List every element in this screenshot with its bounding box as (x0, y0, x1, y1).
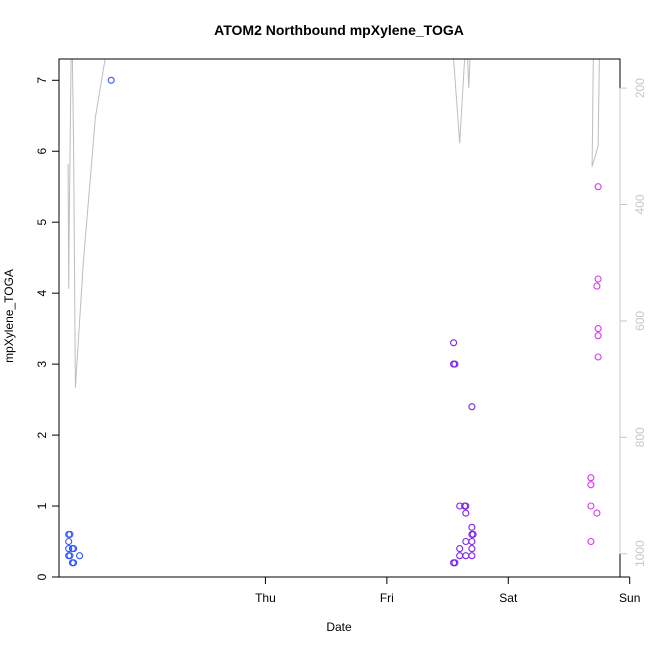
data-point-s0-3 (65, 545, 73, 553)
data-point-s2-6 (587, 474, 595, 482)
overlay-segment-3 (591, 58, 600, 167)
chart-title: ATOM2 Northbound mpXylene_TOGA (214, 22, 464, 38)
data-point-s1-6 (456, 545, 464, 553)
y-right-tick-label-3: 800 (633, 427, 647, 447)
x-tick-label-1: Fri (380, 591, 394, 605)
data-points (65, 76, 602, 567)
data-point-s2-3 (594, 325, 602, 333)
data-point-s1-10 (462, 509, 470, 517)
data-point-s2-5 (594, 353, 602, 361)
y-right-tick-label-4: 1000 (633, 540, 647, 567)
x-axis: Thu Fri Sat Sun (255, 576, 640, 605)
x-tick-label-3: Sun (619, 591, 640, 605)
y-right-tick-label-1: 400 (633, 194, 647, 214)
data-point-s2-2 (593, 282, 601, 290)
data-point-s1-7 (456, 552, 464, 560)
data-point-s1-18 (468, 545, 476, 553)
data-point-s1-11 (462, 537, 470, 546)
data-point-s2-8 (587, 502, 595, 510)
x-tick-label-2: Sat (499, 591, 518, 605)
overlay-segment-2 (467, 58, 471, 89)
y-right-tick-label-0: 200 (633, 78, 647, 98)
y-tick-label-3: 3 (35, 360, 49, 367)
x-tick-label-0: Thu (255, 591, 276, 605)
y-axis-left: 0 1 2 3 4 5 6 7 (35, 77, 60, 580)
data-point-s1-16 (469, 530, 477, 538)
y-right-tick-label-2: 600 (633, 311, 647, 331)
y-tick-label-5: 5 (35, 219, 49, 226)
y-axis-label: mpXylene_TOGA (2, 269, 16, 363)
data-point-s2-10 (587, 537, 595, 546)
data-point-s1-0 (450, 339, 458, 347)
data-point-s1-14 (468, 523, 476, 531)
y-tick-label-1: 1 (35, 502, 49, 509)
altitude-overlay (67, 58, 600, 388)
overlay-segment-1 (453, 58, 466, 144)
data-point-s0-10 (76, 552, 84, 560)
data-point-s1-12 (462, 552, 470, 560)
y-tick-label-7: 7 (35, 77, 49, 84)
data-point-s2-9 (593, 509, 601, 517)
data-point-s0-9 (70, 559, 78, 567)
y-tick-label-2: 2 (35, 431, 49, 438)
data-point-s2-7 (587, 481, 595, 489)
data-point-s0-1 (66, 530, 74, 538)
data-point-s0-5 (65, 552, 73, 560)
data-point-s1-4 (451, 559, 459, 567)
y-tick-label-0: 0 (35, 573, 49, 580)
data-point-s1-19 (468, 552, 476, 560)
data-point-s1-13 (468, 403, 476, 411)
data-point-s1-2 (451, 360, 459, 368)
data-point-s1-17 (468, 537, 476, 546)
data-point-s2-4 (594, 332, 602, 340)
y-tick-label-4: 4 (35, 290, 49, 297)
data-point-s1-9 (462, 502, 470, 510)
data-point-s0-11 (107, 76, 115, 84)
x-axis-label: Date (326, 620, 352, 634)
data-point-s0-7 (70, 545, 78, 553)
y-axis-right: 200 400 600 800 1000 (619, 78, 647, 567)
y-tick-label-6: 6 (35, 148, 49, 155)
plot-frame (58, 58, 621, 578)
data-point-s2-0 (594, 183, 602, 191)
data-point-s2-1 (594, 275, 602, 283)
overlay-segment-0 (67, 58, 106, 388)
data-point-s0-2 (65, 537, 73, 546)
